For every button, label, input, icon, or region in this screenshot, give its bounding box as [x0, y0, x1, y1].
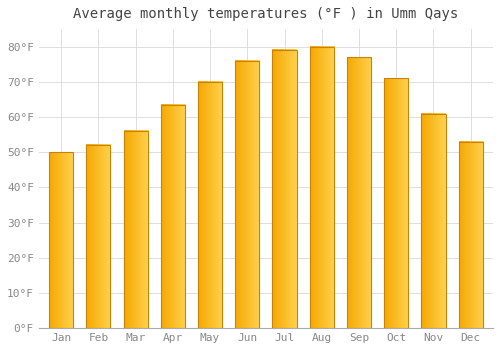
Bar [272, 50, 296, 328]
Bar [198, 82, 222, 328]
Bar [458, 142, 483, 328]
Bar [86, 145, 110, 328]
Bar [49, 152, 73, 328]
Bar [422, 113, 446, 328]
Bar [235, 61, 260, 328]
Bar [310, 47, 334, 328]
Bar [384, 78, 408, 328]
Bar [160, 105, 185, 328]
Bar [124, 131, 148, 328]
Title: Average monthly temperatures (°F ) in Umm Qays: Average monthly temperatures (°F ) in Um… [74, 7, 458, 21]
Bar [347, 57, 371, 328]
